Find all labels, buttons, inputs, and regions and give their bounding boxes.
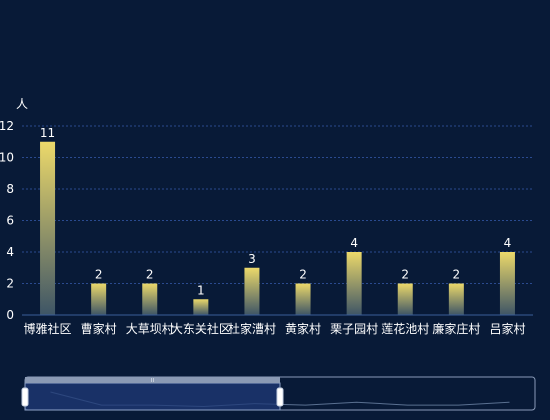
data-zoom-slider[interactable]: II (21, 376, 536, 411)
data-label: 2 (95, 268, 103, 282)
y-tick-label: 4 (6, 245, 14, 259)
bar[interactable] (40, 141, 56, 315)
x-tick-label: 博雅社区 (24, 321, 72, 336)
data-label: 2 (453, 268, 461, 282)
bar[interactable] (499, 252, 515, 315)
data-label: 2 (299, 268, 307, 282)
grid-lines (22, 125, 533, 284)
data-label: 3 (248, 252, 256, 266)
bar[interactable] (91, 283, 107, 316)
y-axis-title: 人 (16, 97, 28, 111)
x-tick-label: 黄家村 (285, 321, 321, 336)
zoom-handle-left[interactable] (21, 387, 29, 407)
bar[interactable] (448, 283, 464, 316)
y-tick-label: 0 (6, 308, 14, 322)
zoom-range-bar[interactable] (25, 377, 280, 383)
y-tick-label: 8 (6, 182, 14, 196)
x-tick-label: 莲花池村 (381, 321, 429, 336)
data-label: 4 (504, 236, 512, 250)
data-label: 4 (350, 236, 358, 250)
bar[interactable] (193, 299, 209, 315)
x-tick-label: 曹家村 (81, 321, 117, 336)
x-tick-label: 杜家漕村 (228, 321, 276, 336)
x-tick-label: 大草坝村 (126, 322, 174, 336)
data-label: 1 (197, 283, 205, 297)
data-labels: 11 2 2 1 3 2 4 2 2 4 (40, 126, 511, 298)
bar[interactable] (346, 252, 362, 315)
bar[interactable] (397, 283, 413, 316)
zoom-selected-range[interactable] (24, 382, 281, 411)
x-tick-label: 大东关社区 (171, 321, 231, 336)
bar[interactable] (142, 283, 158, 316)
x-tick-label: 吕家村 (489, 321, 525, 336)
y-tick-label: 6 (6, 214, 14, 228)
data-label: 2 (146, 268, 154, 282)
y-tick-label: 12 (0, 119, 14, 133)
y-tick-label: 10 (0, 151, 14, 165)
bars (40, 141, 515, 316)
x-tick-label: 栗子园村 (330, 322, 378, 336)
data-label: 11 (40, 126, 55, 140)
bar[interactable] (244, 267, 260, 315)
bar[interactable] (295, 283, 311, 316)
x-tick-label: 廉家庄村 (432, 321, 480, 336)
y-tick-label: 2 (6, 277, 14, 291)
zoom-handle-right[interactable] (276, 387, 284, 407)
data-label: 2 (401, 268, 409, 282)
zoom-grip-label: II (151, 378, 154, 384)
